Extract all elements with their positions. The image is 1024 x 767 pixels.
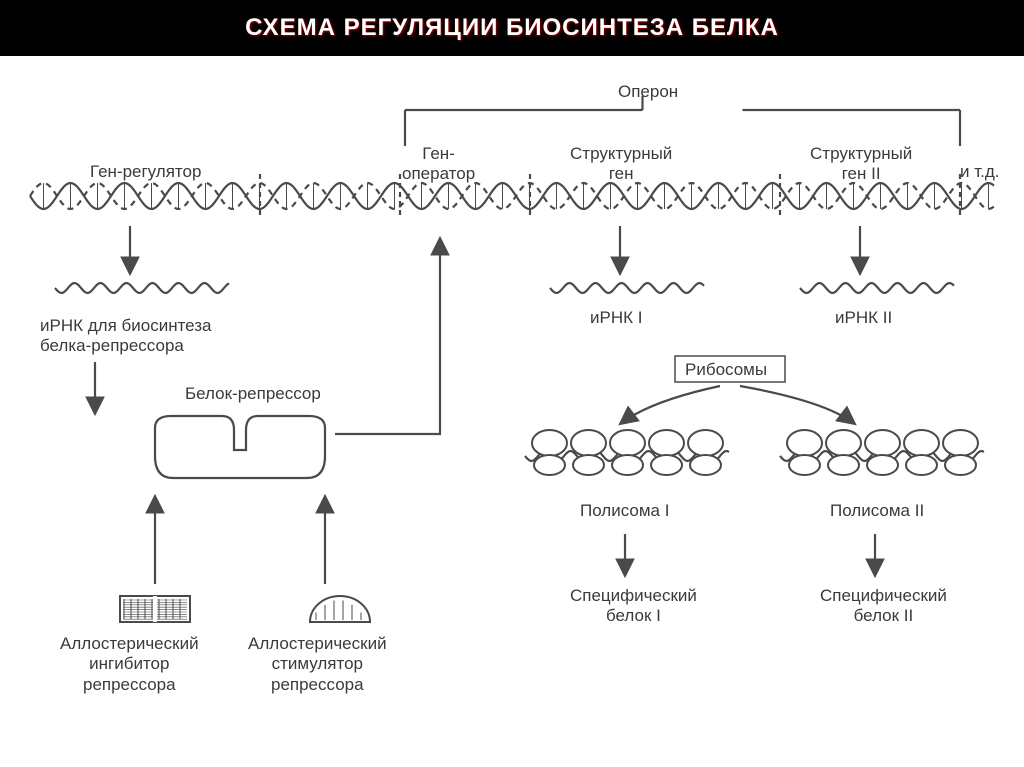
ribosomes-label: Рибосомы (685, 360, 767, 380)
inhibitor-label: Аллостерическийингибиторрепрессора (60, 634, 199, 695)
operon-label: Оперон (618, 82, 678, 102)
specific-protein-2-label: Специфическийбелок II (820, 586, 947, 627)
diagram-area: Оперон Ген-регулятор Ген-оператор Структ… (0, 56, 1024, 767)
mrna-repressor-label: иРНК для биосинтезабелка-репрессора (40, 316, 212, 357)
etc-label: и т.д. (960, 162, 1000, 182)
title-bar: СХЕМА РЕГУЛЯЦИИ БИОСИНТЕЗА БЕЛКА (0, 0, 1024, 56)
structural-gene-1-label: Структурныйген (570, 144, 672, 185)
specific-protein-1-label: Специфическийбелок I (570, 586, 697, 627)
mrna2-label: иРНК II (835, 308, 892, 328)
polysome1-label: Полисома I (580, 501, 669, 521)
page-title: СХЕМА РЕГУЛЯЦИИ БИОСИНТЕЗА БЕЛКА (245, 14, 779, 42)
gene-operator-label: Ген-оператор (402, 144, 475, 185)
repressor-protein-label: Белок-репрессор (185, 384, 321, 404)
stimulator-label: Аллостерическийстимуляторрепрессора (248, 634, 387, 695)
polysome2-label: Полисома II (830, 501, 924, 521)
structural-gene-2-label: Структурныйген II (810, 144, 912, 185)
mrna1-label: иРНК I (590, 308, 642, 328)
gene-regulator-label: Ген-регулятор (90, 162, 201, 182)
